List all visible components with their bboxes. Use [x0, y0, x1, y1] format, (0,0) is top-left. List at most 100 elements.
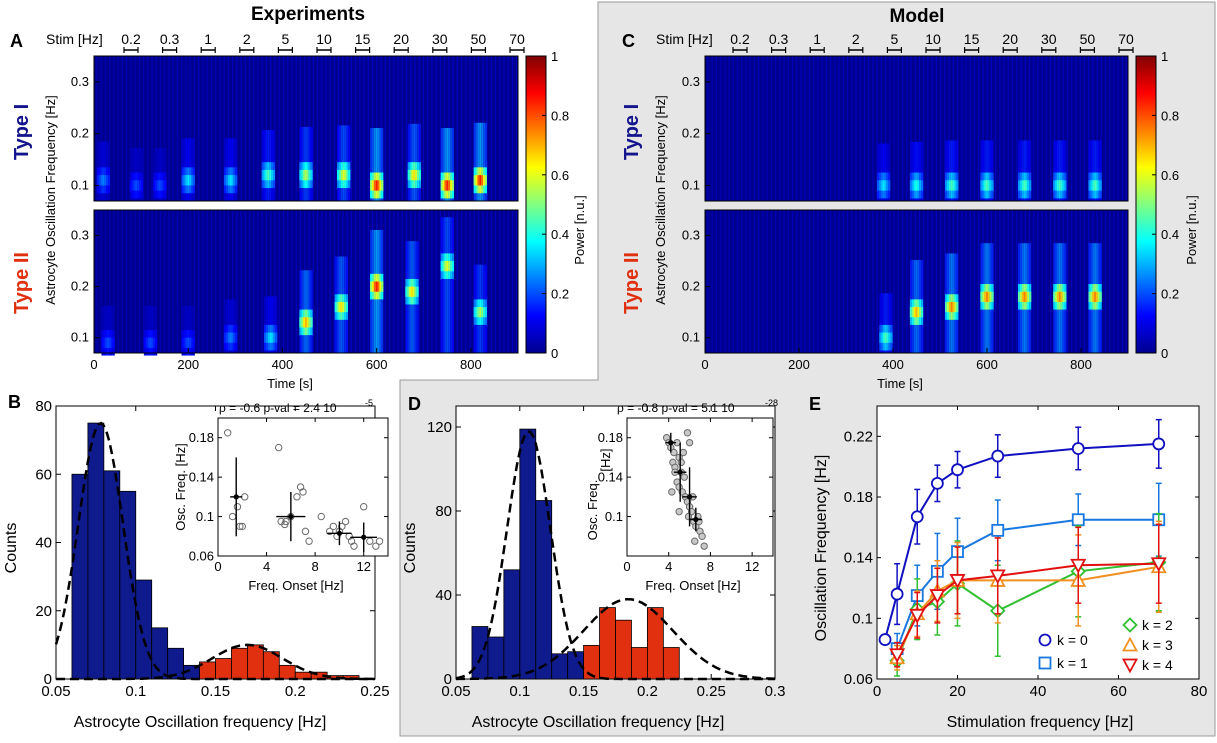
heatmap-streak [107, 337, 110, 348]
heatmap-texture [142, 56, 145, 201]
heatmap-streak [301, 169, 304, 181]
colorbar-c: 0 0.2 0.4 0.6 0.8 1 [1135, 49, 1179, 361]
heatmap-streak [987, 291, 990, 302]
heatmap-streak [340, 301, 343, 313]
heatmap-texture [422, 56, 425, 201]
scatter-point [691, 537, 699, 545]
heatmap-streak [111, 306, 113, 353]
heatmap-streak [413, 169, 416, 181]
scatter-point [372, 542, 380, 550]
heatmap-texture [1037, 210, 1039, 353]
heatmap-streak [915, 141, 918, 201]
heatmap-texture [749, 56, 751, 201]
heatmap-streak [192, 337, 195, 348]
series-marker-circle [951, 463, 964, 477]
heatmap-streak [223, 175, 226, 186]
heatmap-streak [305, 169, 307, 181]
heatmap-texture [456, 210, 458, 353]
heatmap-texture [232, 56, 234, 201]
scatter-point [366, 537, 374, 545]
heatmap-streak [984, 291, 987, 302]
type-ii-label-c: Type II [621, 252, 643, 314]
heatmap-streak [275, 296, 278, 353]
heatmap-streak [267, 169, 270, 181]
heatmap-streak [446, 217, 449, 353]
heatmap-streak [1092, 291, 1095, 302]
heatmap-streak [1058, 291, 1061, 302]
heatmap-streak [185, 306, 188, 353]
stim-freq-label: 5 [282, 31, 290, 47]
type-ii-label-a: Type II [11, 252, 33, 314]
stim-freq-label: 50 [471, 31, 487, 47]
heatmap-texture [198, 56, 200, 201]
heatmap-texture [842, 210, 844, 353]
heatmap-streak [1095, 291, 1098, 302]
stim-freq-label: 1 [813, 31, 821, 47]
heatmap-texture [1049, 210, 1052, 353]
heatmap-streak [987, 140, 990, 201]
x-tick-label: 0 [90, 357, 97, 372]
x-tick-label: 0.05 [41, 683, 70, 700]
panel-title-experiments: Experiments [251, 4, 365, 25]
heatmap-texture [431, 56, 433, 201]
heatmap-texture [134, 56, 136, 201]
heatmap-streak [917, 180, 920, 191]
scatter-point [668, 488, 676, 496]
heatmap-texture [147, 56, 149, 201]
heatmap-streak [1025, 140, 1028, 201]
colorbar-tick-label: 0.2 [551, 287, 569, 302]
heatmap-streak [1027, 140, 1030, 201]
heatmap-texture [817, 210, 819, 353]
heatmap-texture [846, 210, 849, 353]
heatmap-streak [1099, 140, 1102, 201]
heatmap-streak [1099, 291, 1102, 302]
heatmap-streak [1099, 180, 1102, 191]
heatmap-streak [1097, 140, 1100, 201]
series-marker-triangle-down [1121, 658, 1139, 674]
heatmap-texture [804, 210, 806, 353]
heatmap-streak [187, 337, 190, 348]
y-tick-label: 0.2 [71, 279, 89, 294]
colorbar-tick-label: 1 [551, 49, 558, 64]
heatmap-texture [295, 210, 297, 353]
heatmap-texture [724, 56, 726, 201]
scatter-inset-b: 0 4 8 12 0.06 0.1 0.14 0.18 [189, 417, 389, 574]
stim-freq-label: 2 [852, 31, 860, 47]
ylabel-c: Astrocyte Oscillation Frequency [Hz] [653, 95, 668, 305]
heatmap-texture [325, 56, 327, 201]
scatter-point [683, 429, 692, 437]
scatter-point [275, 443, 283, 452]
heatmap-texture [176, 56, 179, 201]
heatmap-texture [405, 56, 408, 201]
heatmap-streak [261, 169, 264, 181]
series-marker-square [1038, 656, 1052, 670]
line-chart-e: 0 20 40 60 80 0.06 0.1 0.14 0.18 0.22 k = 0 k = 1 k … [844, 405, 1207, 700]
heatmap-streak [381, 180, 384, 191]
heatmap-texture [142, 210, 145, 353]
heatmap-texture [100, 56, 102, 201]
heatmap-texture [1037, 56, 1039, 201]
ylabel-a: Astrocyte Oscillation Frequency [Hz] [43, 95, 58, 305]
heatmap-texture [253, 56, 255, 201]
xlabel-b: Astrocyte Oscillation frequency [Hz] [74, 714, 327, 731]
heatmap-streak [451, 261, 454, 272]
heatmap-streak [160, 180, 163, 191]
heatmap-streak [379, 180, 382, 191]
heatmap-streak [917, 141, 920, 201]
heatmap-texture [800, 210, 802, 353]
heatmap-texture [469, 210, 471, 353]
heatmap-streak [190, 337, 193, 348]
heatmap-texture [927, 56, 929, 201]
heatmap-streak [375, 281, 378, 292]
heatmap-streak [919, 307, 922, 318]
y-tick-label: 0.1 [852, 610, 873, 627]
heatmap-texture [1020, 56, 1022, 201]
heatmap-texture [758, 210, 760, 353]
heatmap-streak [879, 332, 882, 343]
scatter-point [360, 503, 368, 511]
heatmap-texture [359, 210, 361, 353]
heatmap-streak [485, 122, 487, 201]
heatmap-streak [112, 337, 115, 348]
heatmap-texture [1096, 56, 1098, 201]
heatmap-texture [1113, 56, 1115, 201]
